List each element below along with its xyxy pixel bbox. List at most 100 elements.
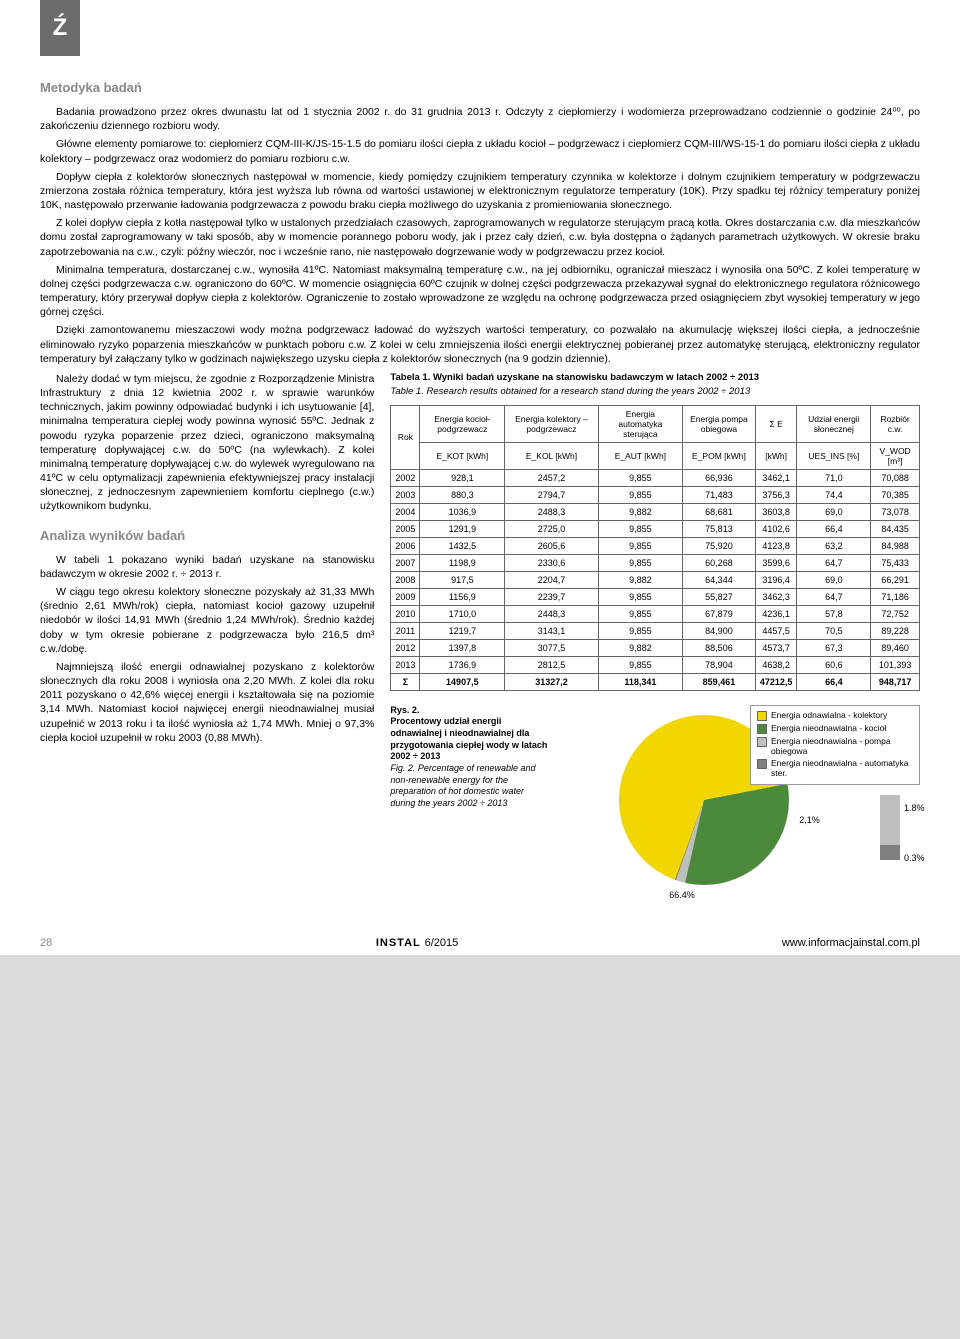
table-cell: 2005 [391, 520, 420, 537]
table-cell: 64,7 [797, 554, 871, 571]
para: Minimalna temperatura, dostarczanej c.w.… [40, 263, 920, 320]
table-cell: 1710,0 [420, 605, 505, 622]
para: Dopływ ciepła z kolektorów słonecznych n… [40, 170, 920, 213]
table-cell: 2448,3 [505, 605, 598, 622]
table-row: 20101710,02448,39,85567,8794236,157,872,… [391, 605, 920, 622]
table-cell: 118,341 [598, 673, 682, 690]
bar-label-1: 1.8% [904, 803, 925, 813]
table-cell: 3196,4 [755, 571, 797, 588]
legend-label: Energia nieodnawialna - kocioł [771, 723, 886, 733]
table-cell: 84,988 [871, 537, 920, 554]
th-sub: E_POM [kWh] [683, 442, 756, 469]
table-cell: 3756,3 [755, 486, 797, 503]
table-cell: 55,827 [683, 588, 756, 605]
pie-label-21: 2,1% [799, 815, 820, 825]
table-cell: 2488,3 [505, 503, 598, 520]
para: Badania prowadzono przez okres dwunastu … [40, 105, 920, 133]
fig-ref-en: Fig. 2. Percentage of renewable and non-… [390, 763, 549, 810]
table-cell: 1736,9 [420, 656, 505, 673]
table-cell: 9,882 [598, 571, 682, 588]
table-cell: 9,882 [598, 503, 682, 520]
th: Energia pompa obiegowa [683, 405, 756, 442]
table-cell: 101,393 [871, 656, 920, 673]
table-cell: 14907,5 [420, 673, 505, 690]
table-row: 20071198,92330,69,85560,2683599,664,775,… [391, 554, 920, 571]
pie-label-yellow: 66.4% [669, 890, 695, 900]
table-row: 20131736,92812,59,85578,9044638,260,6101… [391, 656, 920, 673]
table-cell: 88,506 [683, 639, 756, 656]
bar-label-2: 0.3% [904, 853, 925, 863]
table-cell: 3599,6 [755, 554, 797, 571]
table-cell: 9,855 [598, 605, 682, 622]
table-cell: 60,268 [683, 554, 756, 571]
table-cell: 68,681 [683, 503, 756, 520]
table-cell: 9,855 [598, 588, 682, 605]
table-cell: 4638,2 [755, 656, 797, 673]
table-row: 2008917,52204,79,88264,3443196,469,066,2… [391, 571, 920, 588]
table-row: 20041036,92488,39,88268,6813603,869,073,… [391, 503, 920, 520]
table-cell: 9,855 [598, 520, 682, 537]
table-cell: 63,2 [797, 537, 871, 554]
table-cell: 2013 [391, 656, 420, 673]
table-cell: 2794,7 [505, 486, 598, 503]
table-row: 2003880,32794,79,85571,4833756,374,470,3… [391, 486, 920, 503]
table-cell: 67,879 [683, 605, 756, 622]
table-cell: 4236,1 [755, 605, 797, 622]
legend-label: Energia odnawialna - kolektory [771, 710, 887, 720]
table-cell: 73,078 [871, 503, 920, 520]
table-cell: 70,385 [871, 486, 920, 503]
table-cell: 57,8 [797, 605, 871, 622]
table-row: 20091156,92239,79,85555,8273462,364,771,… [391, 588, 920, 605]
table-cell: 4573,7 [755, 639, 797, 656]
para: Główne elementy pomiarowe to: ciepłomier… [40, 137, 920, 165]
tab-marker: Ź [40, 0, 80, 56]
table-cell: 2007 [391, 554, 420, 571]
results-table: Rok Energia kocioł-podgrzewacz Energia k… [390, 405, 920, 691]
th-sub: E_KOL [kWh] [505, 442, 598, 469]
table-cell: 4457,5 [755, 622, 797, 639]
table-cell: 1432,5 [420, 537, 505, 554]
table-cell: 2605,6 [505, 537, 598, 554]
table-cell: 4123,8 [755, 537, 797, 554]
table-cell: 3143,1 [505, 622, 598, 639]
breakout-bar: 1.8% 0.3% [880, 795, 900, 860]
table-cell: 880,3 [420, 486, 505, 503]
table-cell: 2006 [391, 537, 420, 554]
table-cell: 9,855 [598, 486, 682, 503]
para: Dzięki zamontowanemu mieszaczowi wody mo… [40, 323, 920, 366]
table-cell: 2204,7 [505, 571, 598, 588]
table-cell: 2012 [391, 639, 420, 656]
table-row: 20051291,92725,09,85575,8134102,666,484,… [391, 520, 920, 537]
legend-label: Energia nieodnawialna - pompa obiegowa [771, 736, 913, 756]
table-cell: 3603,8 [755, 503, 797, 520]
table-cell: 64,344 [683, 571, 756, 588]
journal-id: INSTAL 6/2015 [376, 937, 458, 949]
th-sub: [kWh] [755, 442, 797, 469]
th: Energia kocioł-podgrzewacz [420, 405, 505, 442]
table-cell: 859,461 [683, 673, 756, 690]
table-cell: 74,4 [797, 486, 871, 503]
table-cell: 2725,0 [505, 520, 598, 537]
th: Rozbiór c.w. [871, 405, 920, 442]
table-cell: 75,813 [683, 520, 756, 537]
page-number: 28 [40, 937, 52, 949]
table-cell: 2812,5 [505, 656, 598, 673]
table-cell: 948,717 [871, 673, 920, 690]
legend-label: Energia nieodnawialna - automatyka ster. [771, 758, 913, 778]
heading-methods: Metodyka badań [40, 80, 920, 95]
table-cell: 3077,5 [505, 639, 598, 656]
footer-site: www.informacjainstal.com.pl [782, 937, 920, 949]
table-cell: 47212,5 [755, 673, 797, 690]
legend-item: Energia nieodnawialna - kocioł [757, 723, 913, 734]
table-cell: 3462,1 [755, 469, 797, 486]
table-cell: 2002 [391, 469, 420, 486]
table-cell: 1291,9 [420, 520, 505, 537]
table-cell: 72,752 [871, 605, 920, 622]
fig-ref: Rys. 2. [390, 705, 549, 717]
table-cell: 9,882 [598, 639, 682, 656]
table-cell: 31327,2 [505, 673, 598, 690]
th: Udział energii słonecznej [797, 405, 871, 442]
table-cell: 2457,2 [505, 469, 598, 486]
table-cell: 71,0 [797, 469, 871, 486]
table-cell: 70,5 [797, 622, 871, 639]
